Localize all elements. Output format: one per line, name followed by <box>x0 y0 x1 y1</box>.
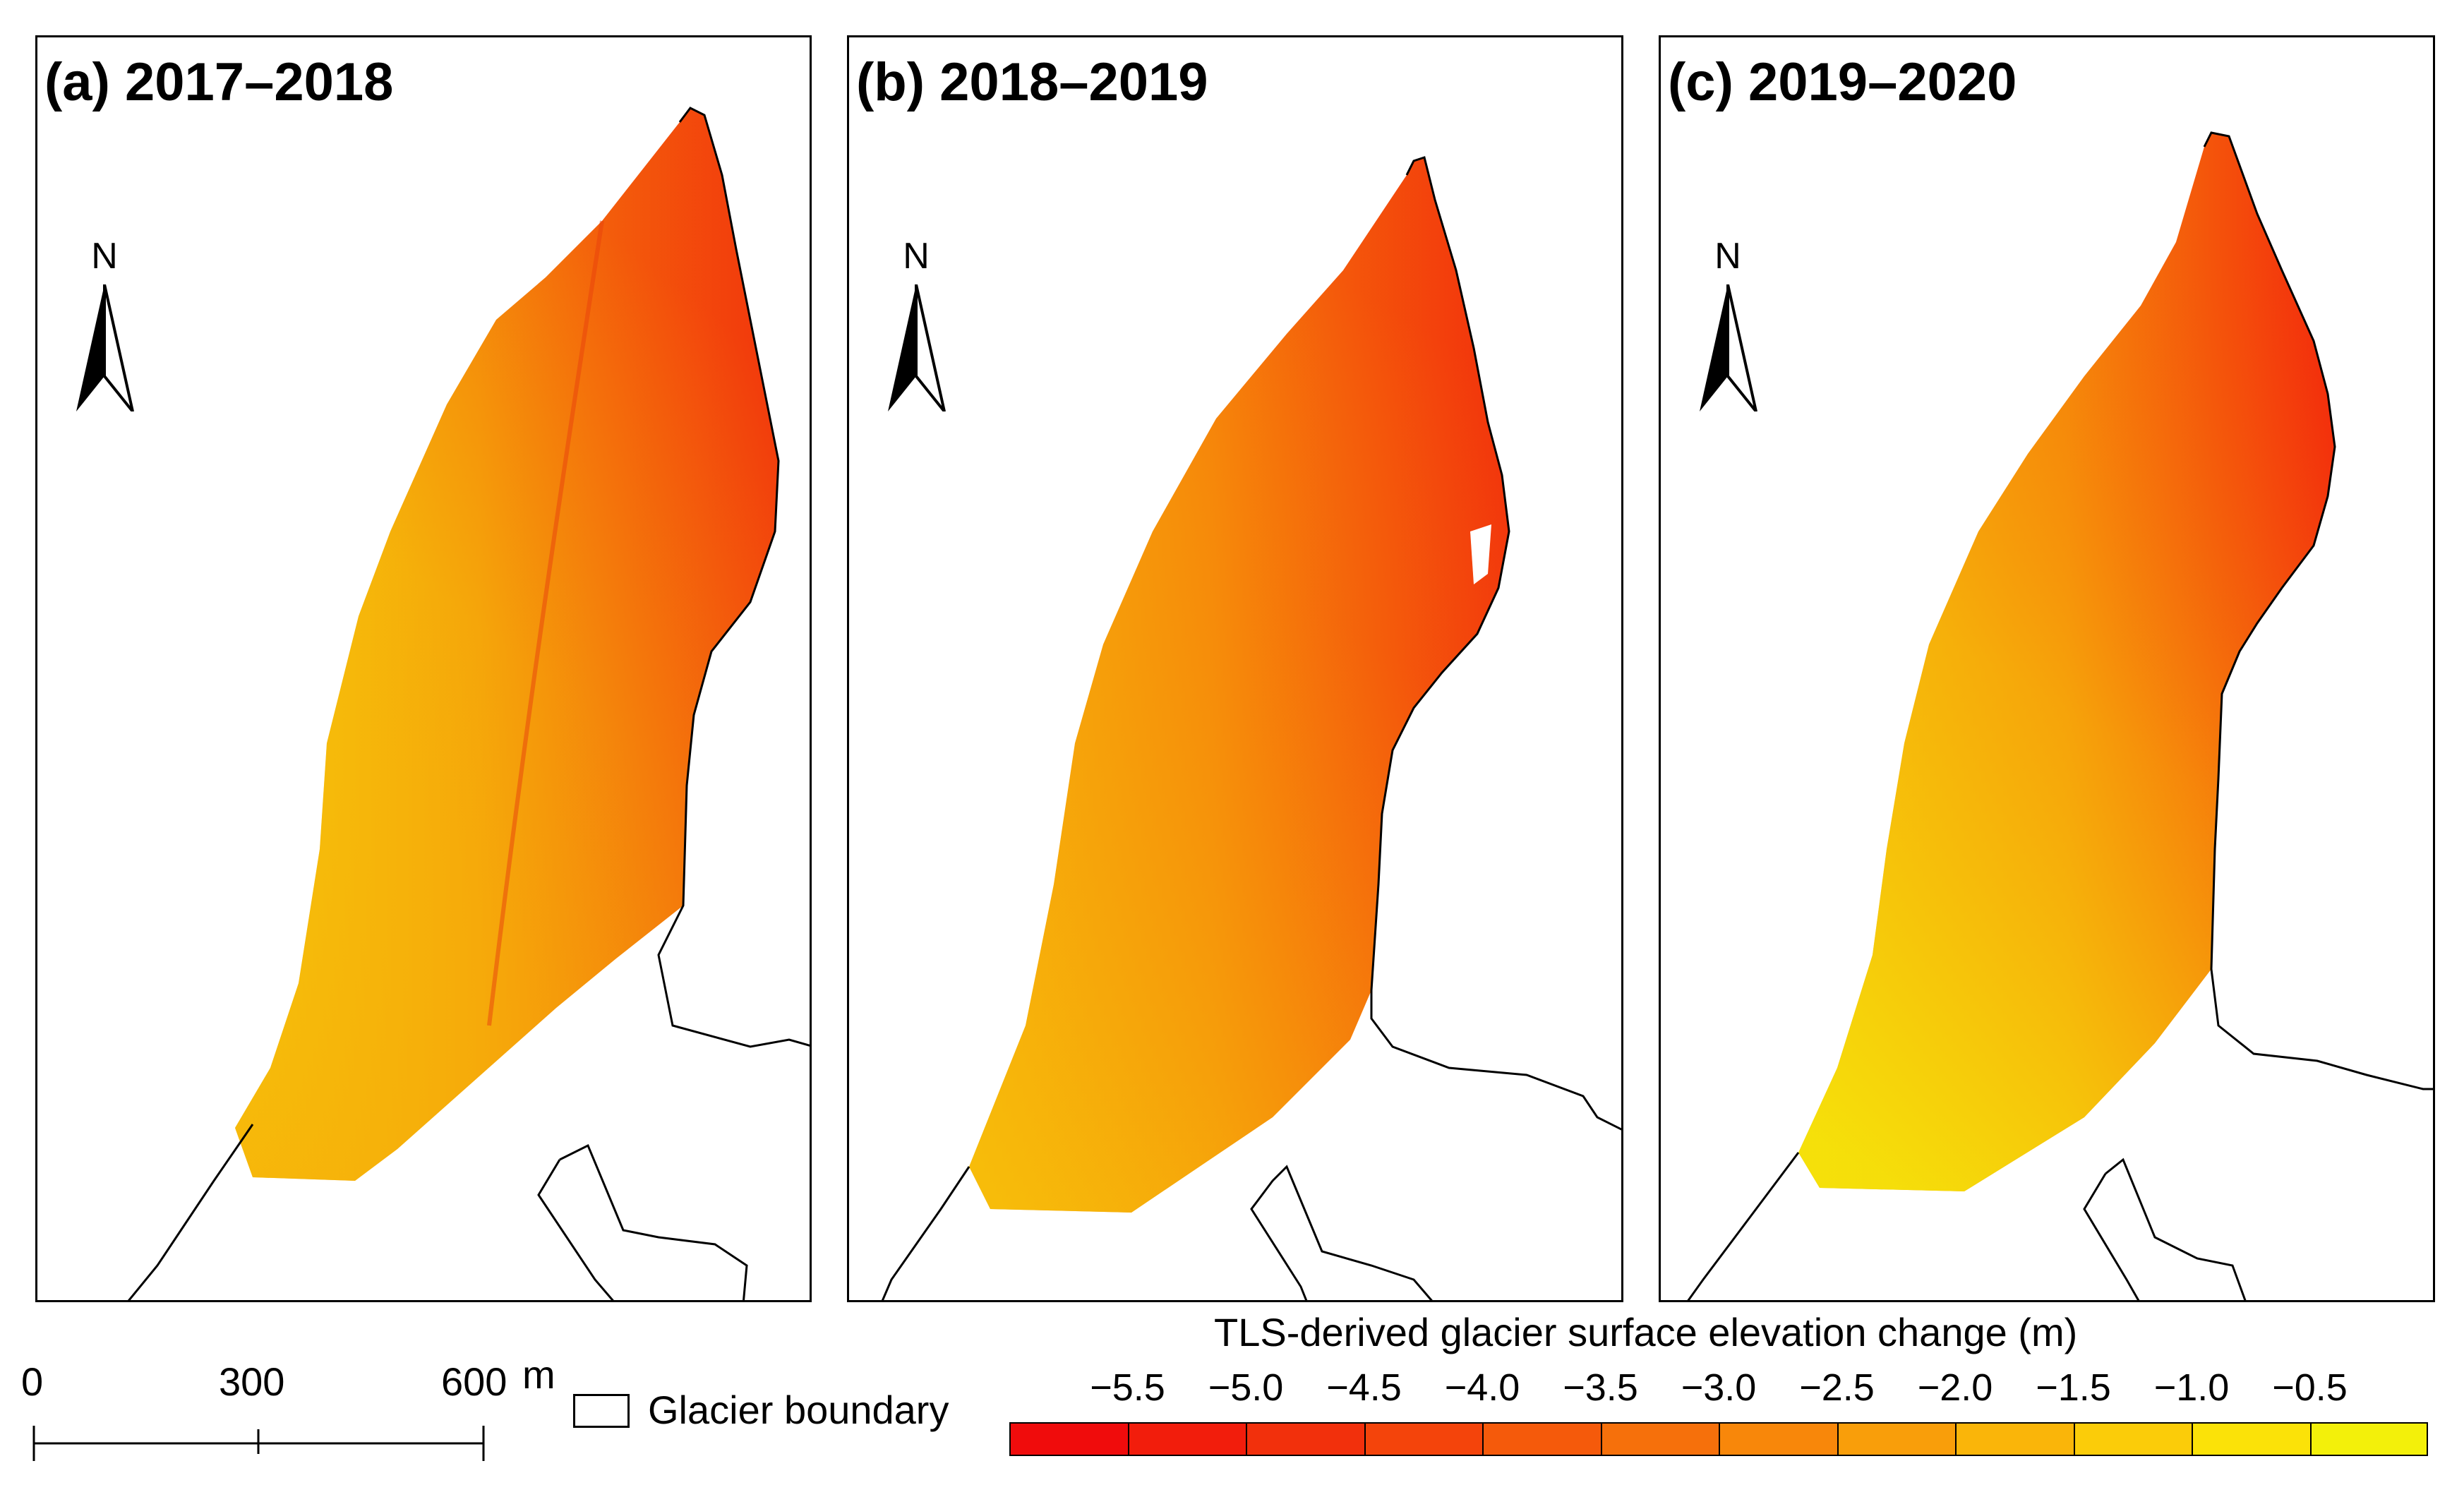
panel-title: (a) 2017–2018 <box>44 52 394 112</box>
glacier-boundary-label: Glacier boundary <box>648 1388 949 1432</box>
scale-unit: m <box>522 1352 555 1397</box>
glacier-boundary-swatch <box>573 1394 630 1428</box>
north-arrow-icon <box>888 284 946 411</box>
panel-title: (b) 2018–2019 <box>856 52 1208 112</box>
colorbar-tick-label: −3.5 <box>1563 1366 1638 1409</box>
scale-label-300: 300 <box>219 1359 285 1404</box>
north-label: N <box>1714 236 1741 277</box>
colorbar-segment <box>1482 1422 1601 1456</box>
map-panel-b: (b) 2018–2019 N <box>847 35 1623 1302</box>
glacier-map <box>127 107 810 1300</box>
glacier-map <box>881 156 1621 1300</box>
north-arrow-icon <box>1700 284 1757 411</box>
map-panel-c: (c) 2019–2020 N <box>1659 35 2435 1302</box>
colorbar-segment <box>1719 1422 1837 1456</box>
colorbar-segment <box>1837 1422 1955 1456</box>
colorbar-segment <box>1955 1422 2074 1456</box>
north-arrow-icon <box>76 284 134 411</box>
scale-label-0: 0 <box>21 1359 44 1404</box>
colorbar-segment <box>1246 1422 1364 1456</box>
colorbar-tick-label: −4.5 <box>1326 1366 1402 1409</box>
colorbar-tick-label: −1.5 <box>2036 1366 2111 1409</box>
colorbar-tick-label: −5.5 <box>1090 1366 1165 1409</box>
colorbar-segment <box>1127 1422 1246 1456</box>
north-label: N <box>903 236 930 277</box>
scale-label-600: 600 <box>441 1359 507 1404</box>
glacier-map <box>1687 131 2433 1300</box>
north-arrow: N <box>881 235 951 419</box>
colorbar-tick-label: −2.5 <box>1799 1366 1875 1409</box>
colorbar-segment <box>1600 1422 1719 1456</box>
north-label: N <box>91 236 118 277</box>
colorbar-tick-label: −2.0 <box>1917 1366 1993 1409</box>
glacier-boundary-line <box>127 107 810 1300</box>
north-arrow: N <box>69 235 140 419</box>
colorbar-tick-label: −1.0 <box>2153 1366 2230 1409</box>
colorbar-title: TLS-derived glacier surface elevation ch… <box>1214 1310 2078 1354</box>
north-arrow: N <box>1693 235 1763 419</box>
colorbar-segment <box>2073 1422 2192 1456</box>
colorbar-segment <box>2309 1422 2428 1456</box>
colorbar-segment <box>1009 1422 1128 1456</box>
colorbar-tick-label: −3.0 <box>1681 1366 1757 1409</box>
colorbar-tick-label: −5.0 <box>1208 1366 1284 1409</box>
panel-title: (c) 2019–2020 <box>1668 52 2017 112</box>
colorbar-segment <box>1364 1422 1482 1456</box>
colorbar-tick-label: −0.5 <box>2272 1366 2348 1409</box>
colorbar-segment <box>2192 1422 2310 1456</box>
scale-bar-graphic <box>32 1426 485 1461</box>
map-panel-a: (a) 2017–2018 N <box>35 35 812 1302</box>
colorbar-tick-label: −4.0 <box>1444 1366 1520 1409</box>
glacier-boundary-line <box>881 156 1621 1300</box>
glacier-boundary-line <box>1687 131 2433 1300</box>
